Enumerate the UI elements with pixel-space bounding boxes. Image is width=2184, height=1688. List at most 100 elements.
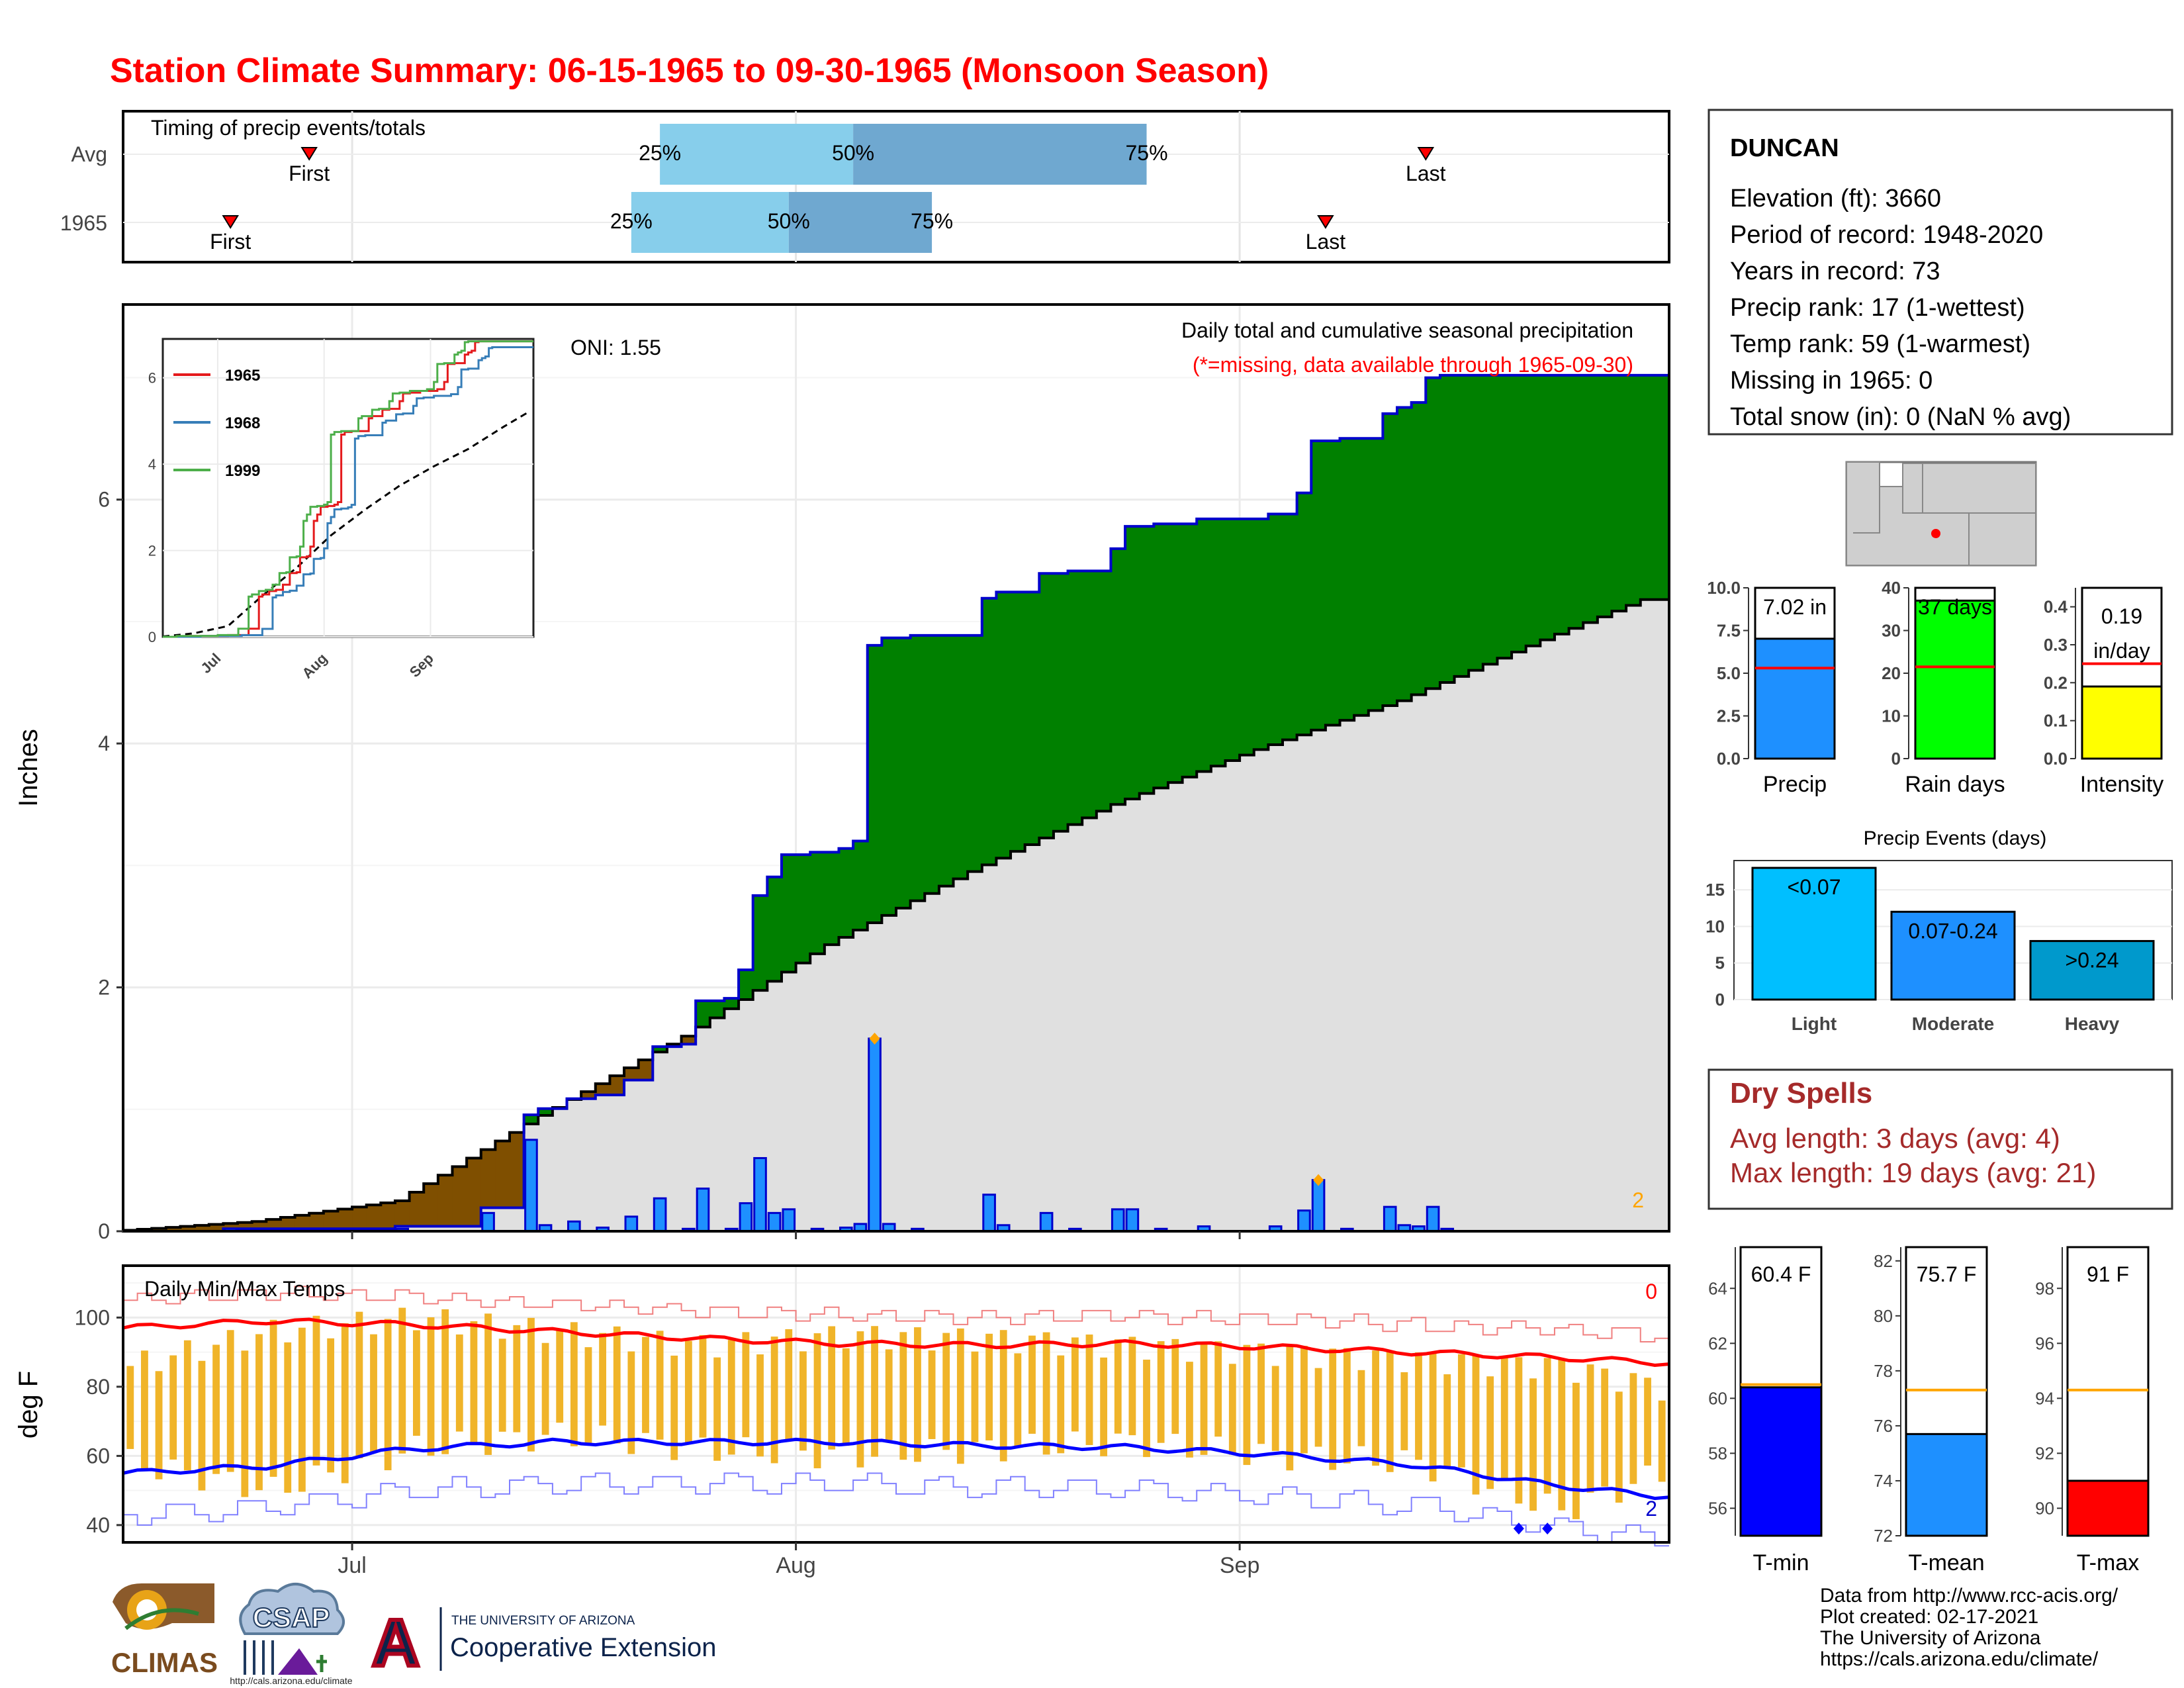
oni-value: ONI: 1.55 xyxy=(570,336,661,359)
summary-bar-value-label: 37 days xyxy=(1918,595,1992,619)
above-avg-band xyxy=(853,841,868,930)
daily-precip-bar xyxy=(1383,1205,1397,1233)
ua-extension-text: Cooperative Extension xyxy=(450,1633,716,1662)
above-avg-band xyxy=(1139,526,1154,794)
daily-temp-range-bar xyxy=(413,1330,420,1436)
daily-temp-range-bar xyxy=(1586,1364,1594,1493)
precip-ylabel: Inches xyxy=(14,729,43,807)
above-avg-band xyxy=(824,852,839,945)
daily-temp-range-bar xyxy=(484,1313,492,1455)
daily-temp-range-bar xyxy=(613,1326,621,1444)
above-avg-band xyxy=(1512,375,1527,652)
daily-temp-range-bar xyxy=(928,1350,936,1439)
above-avg-band xyxy=(1024,592,1040,845)
station-detail-line: Total snow (in): 0 (NaN % avg) xyxy=(1730,403,2071,431)
above-avg-band xyxy=(1597,375,1612,617)
daily-temp-range-bar xyxy=(1028,1335,1036,1434)
temp-bar-ytick-label: 82 xyxy=(1874,1251,1893,1271)
daily-temp-range-bar xyxy=(1114,1339,1122,1434)
daily-precip-bar xyxy=(753,1156,767,1233)
daily-precip-bar xyxy=(767,1211,782,1233)
temp-ytick-label: 80 xyxy=(86,1375,110,1399)
events-ytick-label: 5 xyxy=(1715,953,1725,973)
above-avg-band xyxy=(1283,514,1298,740)
above-avg-band xyxy=(1082,571,1097,818)
above-avg-band xyxy=(1340,438,1355,721)
daily-temp-range-bar xyxy=(1085,1335,1093,1445)
daily-precip-bar xyxy=(868,1037,882,1233)
dry-spells-box: Dry Spells Avg length: 3 days (avg: 4) M… xyxy=(1707,1068,2173,1210)
daily-temp-range-bar xyxy=(799,1351,807,1451)
daily-temp-range-bar xyxy=(269,1319,277,1477)
temp-bar-ytick-label: 76 xyxy=(1874,1416,1893,1436)
above-avg-band xyxy=(1612,375,1627,612)
temp-bar-value-label: 75.7 F xyxy=(1917,1262,1977,1286)
above-avg-band xyxy=(839,848,854,938)
daily-temp-range-bar xyxy=(212,1344,220,1474)
above-avg-band xyxy=(1167,524,1183,783)
above-avg-band xyxy=(1554,375,1570,634)
daily-temp-range-bar xyxy=(1271,1366,1279,1451)
below-avg-band xyxy=(280,1217,296,1229)
daily-temp-range-bar xyxy=(355,1311,363,1458)
daily-temp-range-bar xyxy=(570,1322,578,1446)
above-avg-band xyxy=(981,598,997,865)
temp-bar-ytick-label: 92 xyxy=(2035,1443,2054,1463)
daily-temp-range-bar xyxy=(1457,1354,1465,1468)
daily-temp-range-bar xyxy=(1143,1359,1150,1458)
daily-temp-range-bar xyxy=(298,1327,306,1492)
above-avg-band xyxy=(953,635,968,879)
daily-temp-range-bar xyxy=(1286,1346,1294,1471)
timing-first-marker xyxy=(300,147,318,161)
daily-temp-range-bar xyxy=(828,1326,836,1450)
daily-temp-range-bar xyxy=(1343,1348,1351,1464)
above-avg-band xyxy=(538,1108,553,1115)
temp-bar-ytick-label: 64 xyxy=(1708,1278,1727,1298)
daily-temp-range-bar xyxy=(441,1309,449,1454)
timing-first-label: First xyxy=(210,230,251,254)
below-avg-band xyxy=(581,1092,596,1099)
above-avg-band xyxy=(867,645,882,923)
daily-temp-range-bar xyxy=(312,1315,320,1466)
daily-temp-range-bar xyxy=(942,1333,950,1450)
timing-q50-q75-box xyxy=(788,192,933,253)
timing-panel: 25% 50% 75% First Last 25% 50% 75% First Last Tim… xyxy=(60,110,1670,263)
summary-ytick-label: 0.0 xyxy=(1717,749,1741,769)
inset-legend-label: 1965 xyxy=(225,367,260,385)
daily-temp-range-bar xyxy=(513,1325,521,1432)
daily-temp-range-bar xyxy=(1601,1368,1609,1487)
daily-temp-range-bar xyxy=(1128,1336,1136,1436)
summary-bar-precip xyxy=(1754,637,1836,760)
daily-precip-bar xyxy=(1039,1211,1054,1233)
daily-temp-range-bar xyxy=(1157,1341,1165,1443)
temp-bar-ytick-label: 78 xyxy=(1874,1361,1893,1381)
timing-q50-label: 50% xyxy=(768,209,810,233)
inset-avg-line xyxy=(162,412,530,637)
daily-temp-range-bar xyxy=(1658,1400,1666,1482)
below-avg-band xyxy=(238,1222,253,1229)
above-avg-band xyxy=(1640,375,1655,600)
daily-temp-range-bar xyxy=(1014,1353,1022,1448)
summary-ytick-label: 0.3 xyxy=(2044,635,2068,655)
daily-temp-range-bar xyxy=(584,1347,592,1444)
climas-logo: CLIMAS xyxy=(111,1583,218,1678)
above-avg-band xyxy=(523,1115,539,1124)
inset-series-1999 xyxy=(163,340,533,638)
station-name: DUNCAN xyxy=(1730,134,1839,162)
temp-bar-ytick-label: 80 xyxy=(1874,1306,1893,1326)
daily-temp-range-bar xyxy=(470,1321,478,1444)
above-avg-band xyxy=(1354,438,1369,716)
daily-temp-range-bar xyxy=(1443,1374,1451,1467)
x-tick-label: Aug xyxy=(776,1553,816,1578)
above-avg-band xyxy=(910,635,925,901)
daily-temp-range-bar xyxy=(1572,1382,1580,1519)
inset-legend-label: 1968 xyxy=(225,414,260,432)
temp-bar-ytick-label: 74 xyxy=(1874,1471,1893,1491)
daily-temp-range-bar xyxy=(183,1340,191,1471)
daily-precip-bar xyxy=(567,1220,581,1233)
below-avg-band xyxy=(266,1219,281,1229)
above-avg-band xyxy=(1182,524,1197,777)
summary-bar-name: Precip xyxy=(1763,772,1827,797)
